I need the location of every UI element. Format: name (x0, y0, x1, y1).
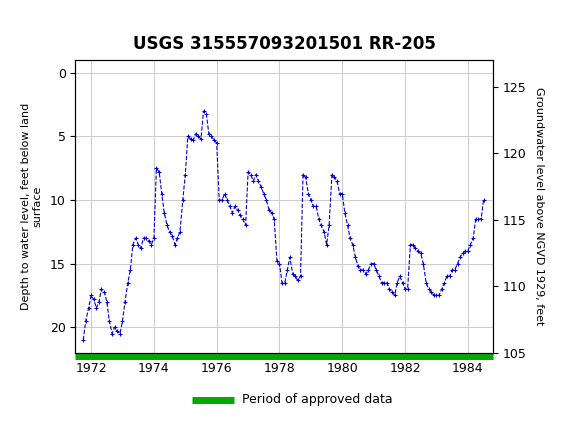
Text: ▒USGS: ▒USGS (12, 9, 70, 30)
Text: Period of approved data: Period of approved data (242, 393, 393, 406)
Y-axis label: Depth to water level, feet below land
surface: Depth to water level, feet below land su… (21, 103, 43, 310)
Y-axis label: Groundwater level above NGVD 1929, feet: Groundwater level above NGVD 1929, feet (534, 87, 543, 326)
Title: USGS 315557093201501 RR-205: USGS 315557093201501 RR-205 (133, 35, 436, 53)
